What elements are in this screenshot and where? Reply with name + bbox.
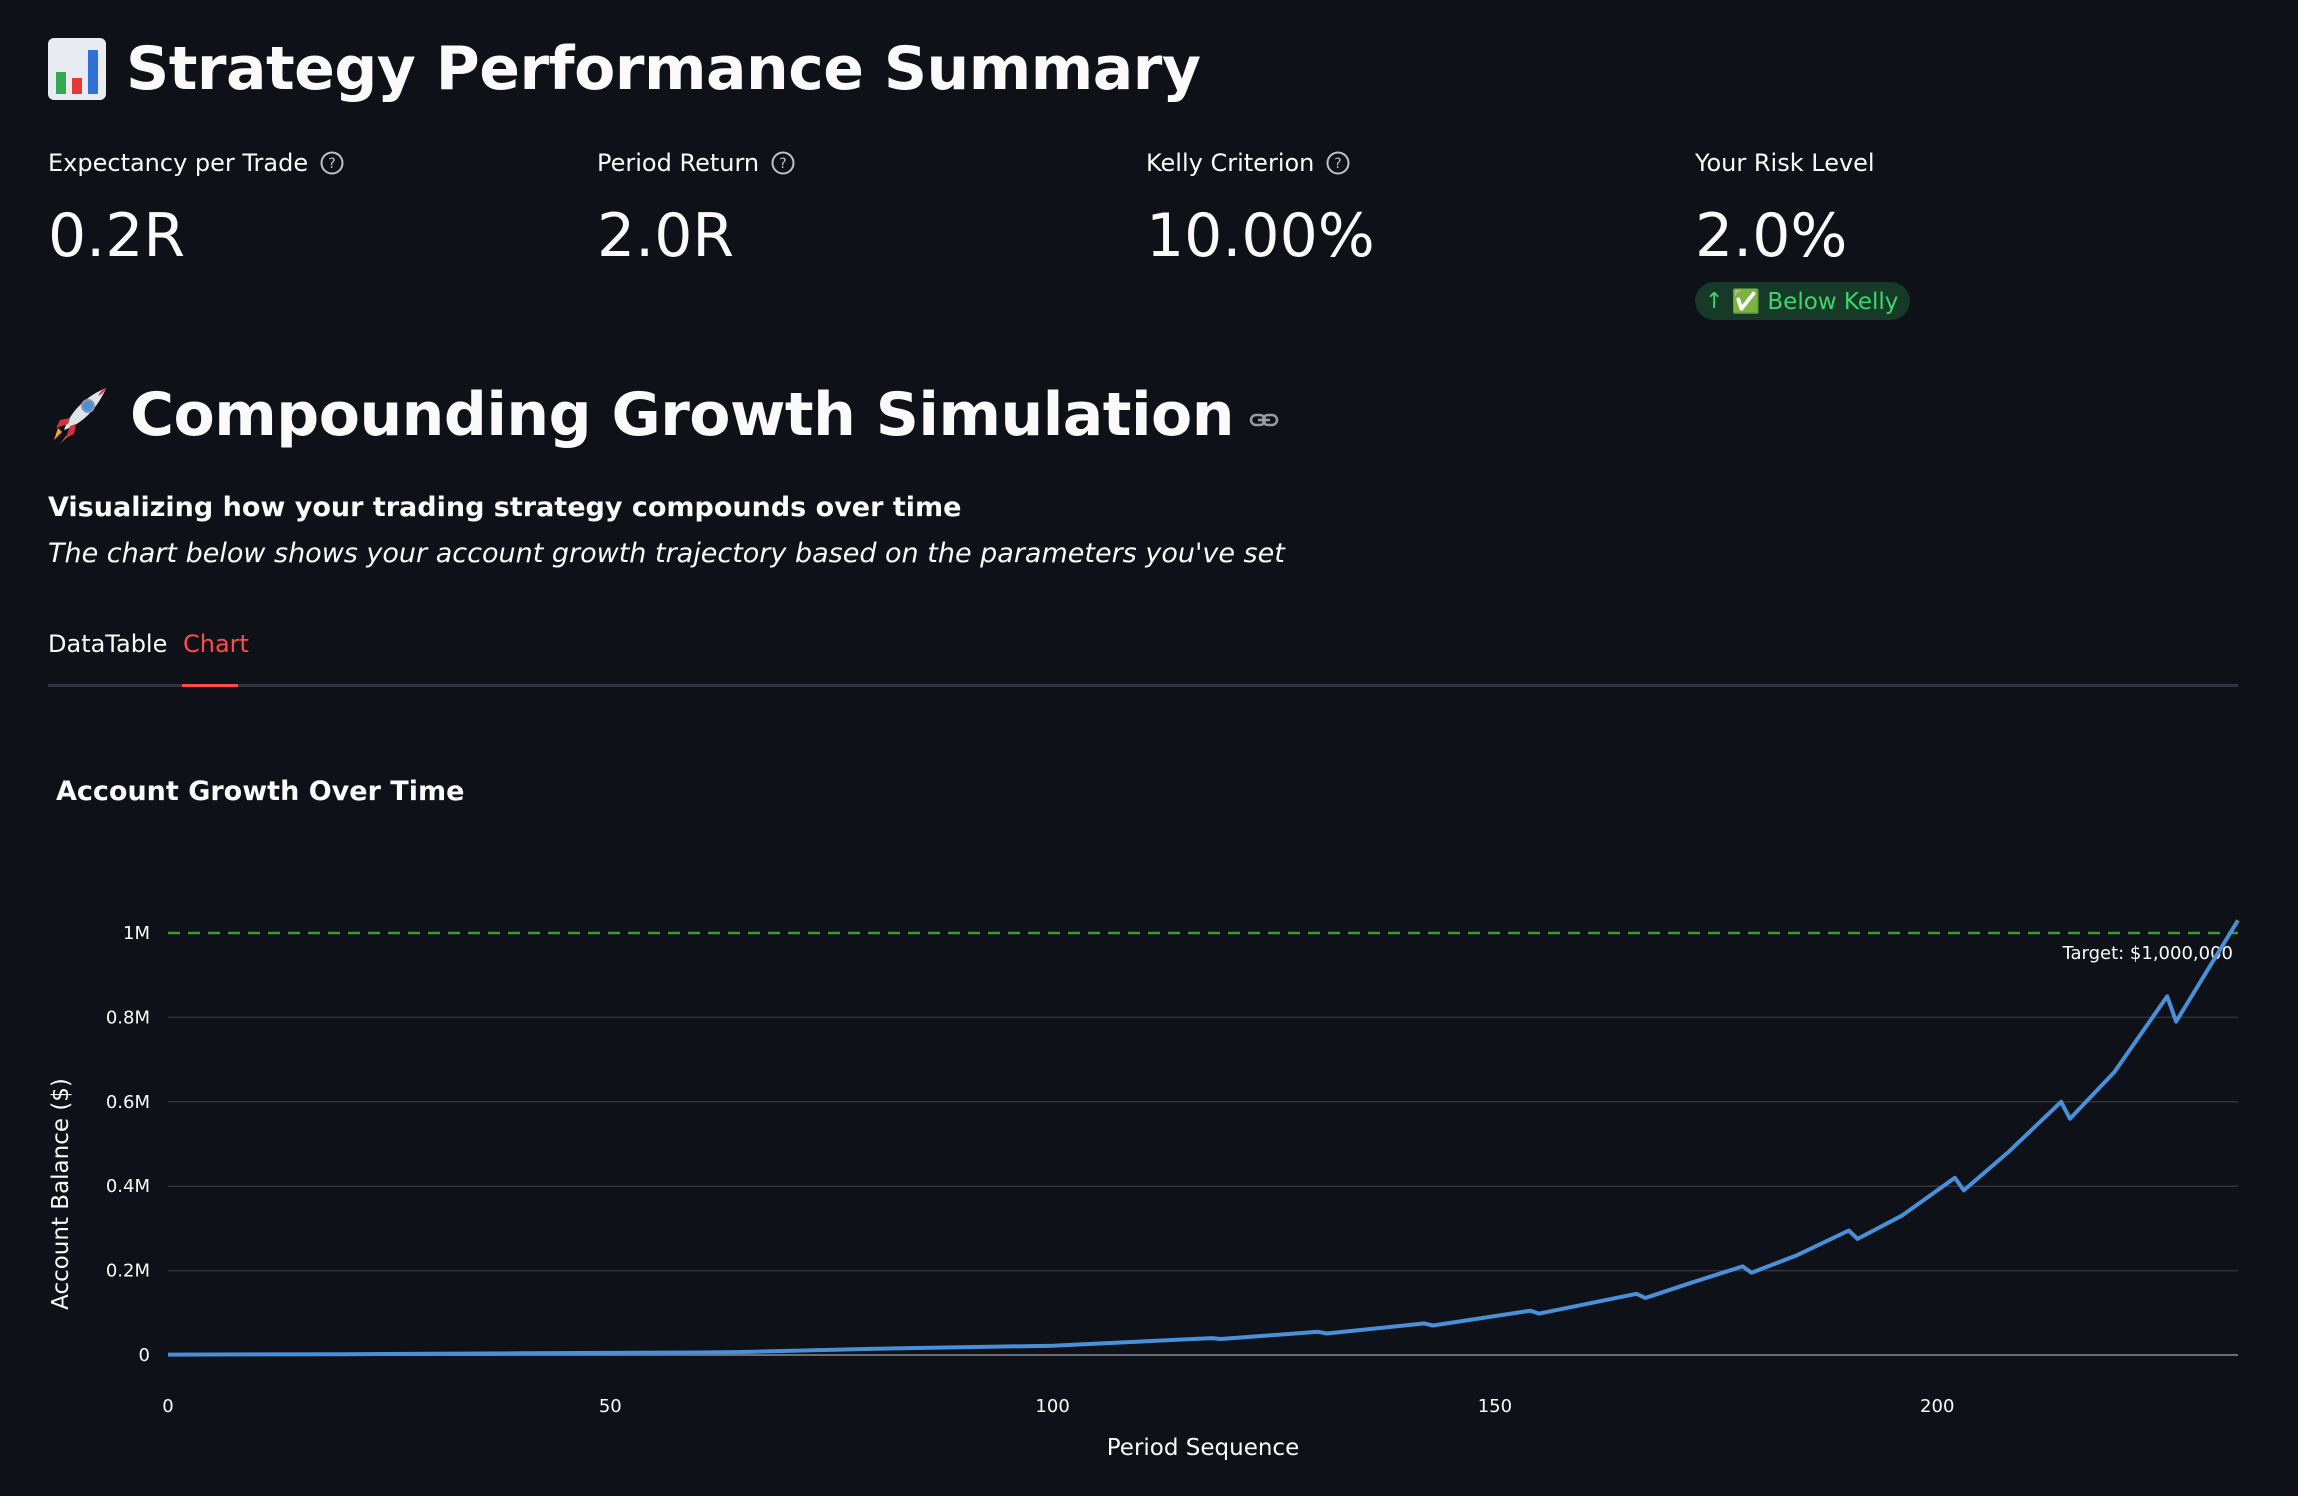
help-icon[interactable]: ? [320, 151, 344, 175]
tab-datatable[interactable]: DataTable [48, 630, 168, 658]
y-tick-label: 0.8M [106, 1007, 150, 1028]
tab-bar: DataTable Chart [48, 624, 2238, 687]
x-tick-label: 100 [1035, 1396, 1069, 1417]
metric-value: 2.0% [1695, 201, 1848, 271]
account-growth-chart: 0 0.2M 0.4M 0.6M 0.8M 1M 0 50 100 150 200 Target:… [48, 919, 2240, 1461]
y-tick-label: 0.2M [106, 1261, 150, 1282]
delta-badge: ↑ ✅ Below Kelly [1695, 282, 1911, 320]
arrow-up-icon: ↑ [1705, 288, 1724, 314]
x-tick-labels: 0 50 100 150 200 [162, 1396, 1954, 1417]
svg-text:?: ? [779, 156, 786, 172]
bar-chart-icon [48, 38, 106, 100]
rocket-icon [54, 388, 106, 444]
simulation-heading: Compounding Growth Simulation [48, 380, 1280, 450]
metric-expectancy: Expectancy per Trade ? 0.2R [48, 146, 597, 320]
help-icon[interactable]: ? [1326, 151, 1350, 175]
x-tick-label: 50 [599, 1396, 622, 1417]
svg-text:?: ? [1335, 156, 1342, 172]
chart-title: Account Growth Over Time [56, 776, 465, 807]
metric-kelly: Kelly Criterion ? 10.00% [1146, 146, 1695, 320]
metric-value: 2.0R [597, 201, 735, 271]
simulation-subtitle: Visualizing how your trading strategy co… [48, 492, 962, 523]
metric-label: Your Risk Level [1695, 149, 1875, 177]
x-tick-label: 0 [162, 1396, 173, 1417]
y-tick-label: 0 [139, 1345, 150, 1366]
metric-risk-level: Your Risk Level 2.0% ↑ ✅ Below Kelly [1695, 146, 2244, 320]
x-tick-label: 200 [1920, 1396, 1954, 1417]
active-tab-indicator [182, 684, 238, 687]
y-tick-label: 1M [123, 923, 150, 944]
x-tick-label: 150 [1478, 1396, 1512, 1417]
tab-chart[interactable]: Chart [183, 630, 249, 658]
link-icon[interactable] [1248, 404, 1280, 436]
chart-grid [168, 1016, 2238, 1356]
metric-label: Expectancy per Trade [48, 149, 309, 177]
metrics-row: Expectancy per Trade ? 0.2R Period Retur… [48, 146, 2244, 320]
simulation-description: The chart below shows your account growt… [48, 538, 1285, 569]
help-icon[interactable]: ? [771, 151, 795, 175]
series-line [167, 919, 2240, 1357]
simulation-title: Compounding Growth Simulation [130, 380, 1234, 450]
y-tick-label: 0.4M [106, 1176, 150, 1197]
svg-text:?: ? [328, 156, 335, 172]
metric-period-return: Period Return ? 2.0R [597, 146, 1146, 320]
metric-value: 0.2R [48, 201, 186, 271]
metric-label: Period Return [597, 149, 760, 177]
y-axis-label: Account Balance ($) [48, 1078, 74, 1310]
target-label: Target: $1,000,000 [2061, 943, 2233, 964]
y-tick-label: 0.6M [106, 1092, 150, 1113]
metric-label: Kelly Criterion [1146, 149, 1315, 177]
summary-title: Strategy Performance Summary [126, 34, 1201, 104]
x-axis-label: Period Sequence [1107, 1435, 1299, 1461]
delta-text: ✅ Below Kelly [1731, 288, 1899, 315]
metric-value: 10.00% [1146, 201, 1375, 271]
y-tick-labels: 0 0.2M 0.4M 0.6M 0.8M 1M [106, 923, 150, 1366]
summary-heading: Strategy Performance Summary [48, 34, 1201, 104]
